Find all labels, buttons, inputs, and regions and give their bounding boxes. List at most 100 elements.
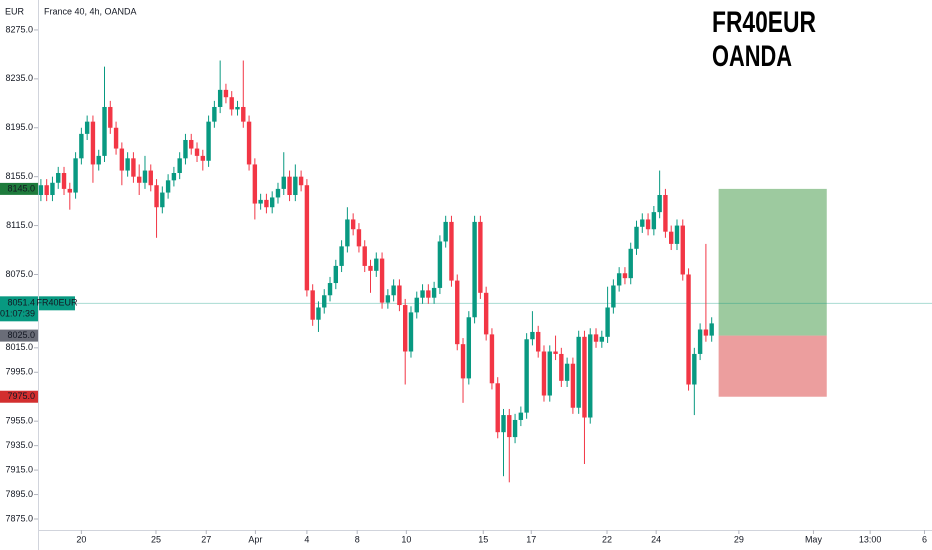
candle-body bbox=[50, 182, 55, 196]
y-tick-label: 8155.0 bbox=[5, 171, 33, 181]
candle-body bbox=[96, 155, 101, 165]
x-tick-label: 8 bbox=[355, 534, 360, 544]
candle-body bbox=[588, 334, 593, 418]
candle-body bbox=[466, 317, 472, 379]
candle-body bbox=[316, 307, 321, 320]
profit-zone bbox=[718, 188, 827, 336]
watermark-symbol: FR40EUR bbox=[712, 6, 816, 39]
x-tick-label: 13:00 bbox=[859, 534, 882, 544]
candle-body bbox=[165, 180, 171, 193]
x-tick-label: 4 bbox=[304, 534, 309, 544]
candle-body bbox=[634, 226, 639, 249]
candle-body bbox=[206, 121, 211, 161]
candle-body bbox=[449, 221, 454, 281]
countdown: 01:07:39 bbox=[0, 309, 35, 319]
candle-body bbox=[368, 265, 373, 271]
candle-body bbox=[339, 246, 344, 266]
candle-body bbox=[622, 273, 628, 279]
candle-body bbox=[674, 225, 680, 244]
stop-tag-label: 7975.0 bbox=[7, 391, 35, 401]
candle-body bbox=[501, 415, 506, 433]
candle-body bbox=[73, 158, 78, 193]
x-tick-label: May bbox=[805, 534, 823, 544]
candle-body bbox=[362, 246, 367, 266]
candle-body bbox=[651, 212, 657, 230]
candle-body bbox=[628, 248, 633, 279]
candle-body bbox=[217, 89, 223, 107]
candle-body bbox=[154, 185, 159, 208]
y-tick-label: 7935.0 bbox=[5, 440, 33, 450]
candle-body bbox=[437, 241, 443, 288]
candle-body bbox=[507, 415, 512, 438]
candle-body bbox=[582, 336, 587, 418]
candle-body bbox=[264, 199, 269, 208]
candle-body bbox=[113, 127, 119, 149]
candle-body bbox=[680, 225, 685, 275]
candle-body bbox=[414, 297, 419, 313]
candle-body bbox=[455, 280, 460, 345]
y-tick-label: 8075.0 bbox=[5, 269, 33, 279]
candle-body bbox=[38, 185, 44, 196]
candle-body bbox=[408, 312, 414, 352]
candle-body bbox=[269, 197, 275, 208]
candle-body bbox=[663, 195, 668, 232]
candle-body bbox=[275, 188, 281, 198]
candle-body bbox=[102, 106, 107, 156]
candle-body bbox=[460, 344, 466, 379]
candle-body bbox=[90, 121, 96, 165]
candle-body bbox=[599, 336, 605, 342]
x-tick-label: 10 bbox=[401, 534, 411, 544]
candle-body bbox=[431, 287, 437, 298]
candle-body bbox=[374, 258, 379, 271]
candle-body bbox=[160, 192, 165, 208]
candle-body bbox=[223, 89, 229, 98]
candle-body bbox=[356, 229, 362, 247]
candle-body bbox=[576, 336, 581, 408]
candle-body bbox=[512, 419, 518, 438]
candle-body bbox=[183, 139, 188, 159]
entry-tag-label: 8025.0 bbox=[7, 330, 35, 340]
x-tick-label: 24 bbox=[651, 534, 661, 544]
currency: EUR bbox=[5, 6, 25, 16]
x-tick-label: 27 bbox=[201, 534, 211, 544]
candle-body bbox=[345, 219, 350, 247]
candle-body bbox=[657, 195, 662, 213]
candle-body bbox=[200, 155, 206, 161]
candle-body bbox=[125, 158, 130, 171]
candle-body bbox=[495, 383, 500, 433]
candle-body bbox=[252, 164, 258, 204]
candle-body bbox=[304, 185, 310, 291]
candle-body bbox=[131, 158, 136, 177]
candle-body bbox=[593, 334, 599, 342]
y-tick-label: 8115.0 bbox=[6, 220, 33, 230]
candle-body bbox=[246, 121, 252, 165]
candle-body bbox=[669, 231, 674, 244]
candle-body bbox=[645, 219, 651, 230]
candle-body bbox=[443, 221, 448, 242]
x-tick-label: 29 bbox=[734, 534, 744, 544]
candle-body bbox=[327, 283, 333, 296]
candle-body bbox=[564, 363, 570, 381]
candle-body bbox=[241, 106, 246, 122]
candle-body bbox=[420, 290, 425, 298]
candle-body bbox=[524, 339, 529, 413]
loss-zone bbox=[718, 335, 827, 397]
candle-body bbox=[44, 185, 49, 196]
candle-body bbox=[570, 363, 576, 408]
candle-body bbox=[709, 323, 714, 336]
x-tick-label: 6 bbox=[922, 534, 927, 544]
chart-title: France 40, 4h, OANDA bbox=[44, 6, 137, 16]
candle-body bbox=[518, 412, 524, 420]
candle-body bbox=[402, 305, 408, 352]
last-price-label: 8051.4 bbox=[7, 298, 35, 308]
y-tick-label: 8275.0 bbox=[5, 24, 33, 34]
y-tick-label: 8235.0 bbox=[5, 73, 33, 83]
candle-body bbox=[611, 285, 616, 308]
y-tick-label: 8015.0 bbox=[5, 342, 33, 352]
candle-body bbox=[177, 158, 182, 173]
candle-body bbox=[472, 221, 477, 318]
y-tick-label: 7955.0 bbox=[5, 416, 33, 426]
y-tick-label: 7895.0 bbox=[5, 489, 33, 499]
candle-body bbox=[136, 176, 142, 183]
